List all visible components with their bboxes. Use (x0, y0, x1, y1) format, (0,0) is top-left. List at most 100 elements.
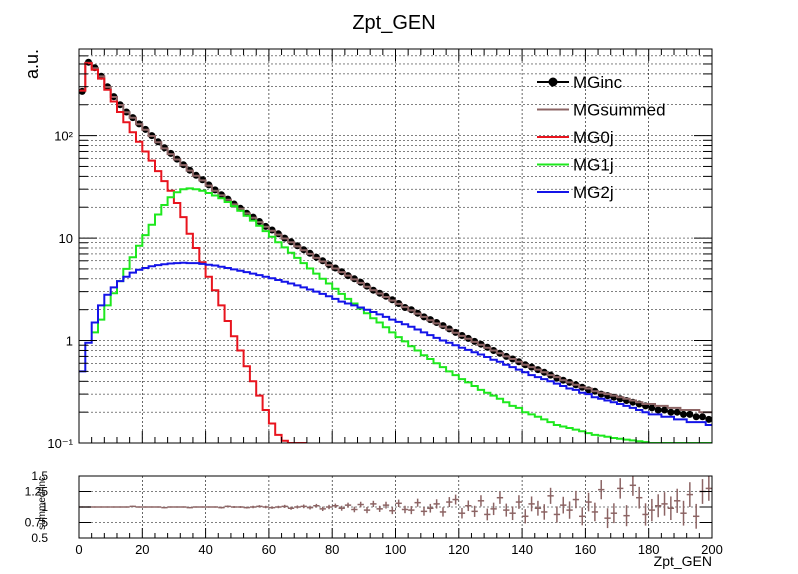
ratio-point (91, 506, 98, 508)
data-point-mginc (654, 406, 662, 414)
ratio-y-tick-label: 1.25 (25, 485, 49, 499)
ratio-point (205, 506, 212, 508)
ratio-point (192, 506, 200, 508)
data-point-mginc (661, 406, 668, 414)
plot-area (79, 58, 712, 443)
ratio-point (705, 476, 712, 501)
ratio-point (566, 501, 573, 519)
ratio-point (281, 504, 288, 508)
ratio-point (446, 497, 453, 507)
ratio-point (180, 506, 187, 508)
ratio-point (332, 503, 339, 508)
ratio-point (522, 509, 529, 524)
ratio-point (408, 506, 415, 515)
main-panel: 10⁻¹ 1 10 10² a.u. MGinc MGsummed MG0j MG1j MG2j (22, 48, 713, 451)
ratio-point (610, 503, 618, 524)
x-tick-label: 200 (701, 542, 723, 557)
ratio-point (294, 505, 301, 509)
ratio-y-tick-label: 0.5 (31, 531, 48, 545)
ratio-point (148, 506, 155, 508)
ratio-point (541, 504, 548, 520)
legend-item: MG0j (537, 128, 614, 147)
ratio-point (636, 486, 643, 509)
ratio-point (357, 501, 364, 508)
data-point-mginc (667, 408, 675, 416)
x-tick-label: 100 (385, 542, 407, 557)
ratio-point (154, 506, 162, 508)
ratio-point (249, 505, 257, 509)
x-tick-label: 120 (448, 542, 470, 557)
ratio-point (110, 506, 117, 508)
ratio-point (414, 498, 421, 507)
ratio-point (515, 495, 523, 509)
legend-label: MGsummed (573, 101, 666, 120)
ratio-point (325, 504, 333, 510)
ratio-point (395, 499, 402, 507)
ratio-point (496, 491, 504, 504)
legend: MGinc MGsummed MG0j MG1j MG2j (537, 73, 666, 202)
x-tick-label: 40 (198, 542, 212, 557)
ratio-point (300, 504, 307, 509)
ratio-y-tick-label: 1 (41, 500, 48, 514)
ratio-y-tick-label: 1.5 (31, 469, 48, 483)
x-tick-label: 60 (262, 542, 276, 557)
ratio-point (465, 500, 472, 512)
ratio-point (585, 492, 592, 512)
ratio-point (693, 503, 700, 529)
ratio-point (420, 507, 428, 516)
ratio-point (604, 508, 611, 529)
legend-label: MGinc (573, 73, 623, 92)
legend-label: MG2j (573, 183, 614, 202)
ratio-point (173, 506, 181, 508)
x-axis-label: Zpt_GEN (654, 553, 712, 569)
ratio-point (135, 506, 143, 508)
ratio-point (629, 476, 637, 496)
data-point-mginc (705, 415, 712, 423)
ratio-point (211, 506, 219, 508)
legend-item: MGinc (537, 73, 623, 92)
ratio-point (458, 507, 466, 519)
ratio-point (306, 505, 314, 510)
ratio-point (116, 506, 124, 508)
ratio-point (471, 505, 478, 517)
ratio-point (243, 506, 250, 509)
series-line-mgsummed (79, 61, 712, 414)
data-point-mginc (680, 410, 687, 418)
ratio-point (230, 506, 238, 508)
ratio-point (598, 480, 605, 500)
ratio-point (477, 495, 485, 507)
ratio-point (186, 506, 193, 509)
ratio-point (389, 507, 396, 515)
ratio-point (680, 500, 687, 526)
ratio-point (287, 506, 295, 510)
ratio-point (313, 503, 320, 508)
ratio-point (667, 496, 675, 521)
legend-item: MGsummed (537, 101, 666, 120)
series-line-mg2j (79, 261, 712, 426)
y-tick-label: 1 (66, 334, 73, 349)
legend-label: MG1j (573, 156, 614, 175)
ratio-plot-area (79, 476, 712, 529)
ratio-y-tick-label: 0.75 (25, 516, 49, 530)
ratio-point (655, 494, 662, 518)
y-tick-label: 10⁻¹ (47, 436, 73, 451)
ratio-point (129, 505, 136, 508)
chart-title: Zpt_GEN (352, 12, 435, 34)
ratio-point (427, 503, 434, 513)
ratio-point (104, 506, 111, 508)
ratio-point (224, 505, 231, 508)
ratio-point (344, 502, 352, 508)
ratio-point (338, 505, 345, 511)
legend-label: MG0j (573, 128, 614, 147)
data-point-mginc (648, 404, 656, 412)
ratio-point (237, 506, 244, 508)
data-point-mginc (692, 413, 700, 421)
ratio-point (376, 505, 383, 512)
legend-item: MG2j (537, 183, 614, 202)
ratio-point (433, 499, 440, 509)
ratio-point (503, 503, 510, 517)
x-tick-label: 140 (511, 542, 533, 557)
ratio-point (484, 508, 491, 521)
data-point-mginc (686, 410, 694, 418)
ratio-point (642, 503, 649, 526)
